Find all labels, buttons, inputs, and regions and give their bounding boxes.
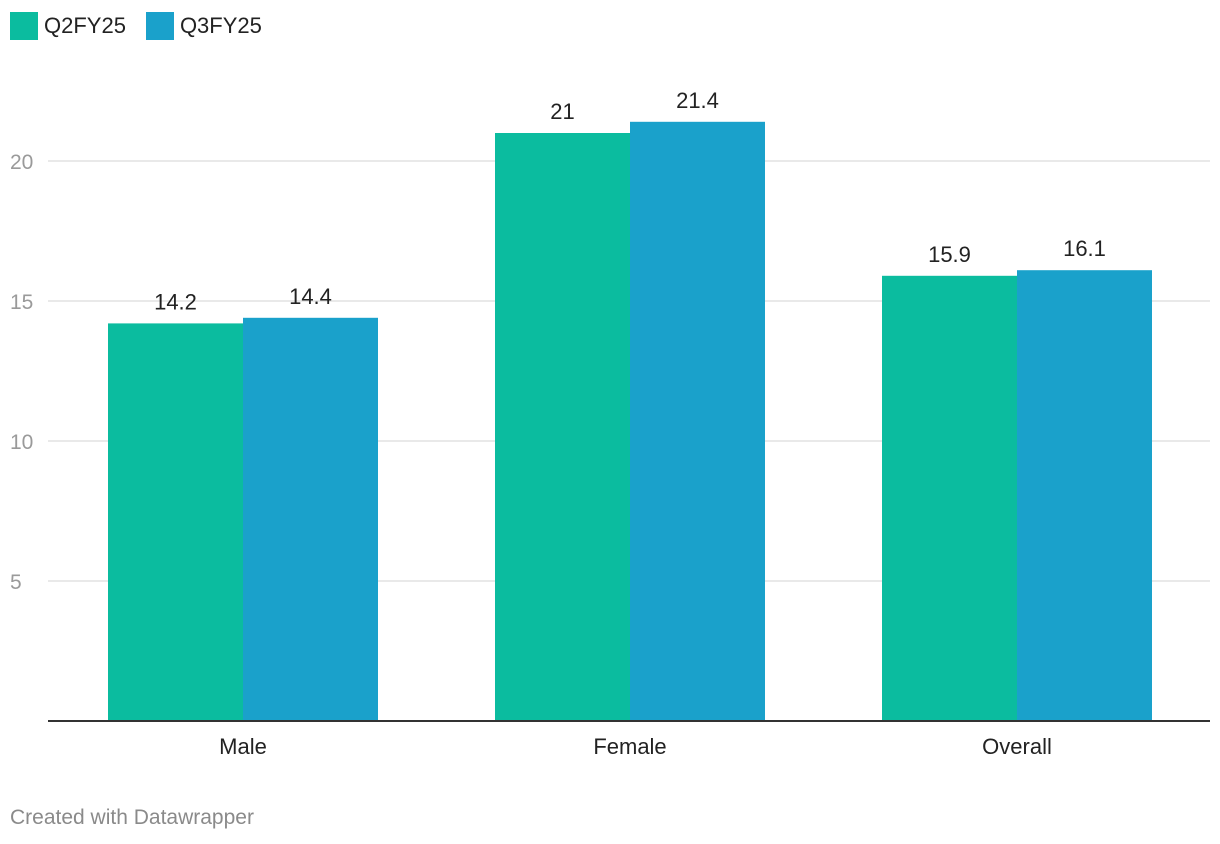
- legend-label: Q2FY25: [44, 13, 126, 38]
- y-tick-label: 5: [10, 571, 22, 594]
- bar: [882, 275, 1017, 721]
- bar: [243, 317, 378, 721]
- credit-text: Created with Datawrapper: [10, 806, 254, 829]
- x-tick-label: Female: [593, 734, 666, 759]
- data-label: 21.4: [676, 88, 719, 113]
- bar: [630, 121, 765, 722]
- legend-swatch: [10, 12, 38, 40]
- x-tick-label: Overall: [982, 734, 1052, 759]
- chart-legend: Q2FY25 Q3FY25: [10, 12, 262, 40]
- x-tick-label: Male: [219, 734, 267, 759]
- legend-swatch: [145, 12, 174, 40]
- data-label: 16.1: [1063, 236, 1106, 261]
- data-label: 21: [550, 99, 574, 124]
- bar: [108, 323, 243, 721]
- legend-label: Q3FY25: [179, 13, 262, 38]
- legend-item: Q3FY25: [145, 12, 262, 40]
- legend-item: Q2FY25: [10, 12, 126, 40]
- y-tick-label: 10: [10, 431, 33, 454]
- bar: [1017, 270, 1152, 721]
- data-label: 15.9: [928, 242, 971, 267]
- y-tick-label: 15: [10, 291, 33, 314]
- y-tick-label: 20: [10, 151, 33, 174]
- data-label: 14.4: [289, 284, 332, 309]
- bar: [495, 133, 630, 721]
- data-label: 14.2: [154, 289, 197, 314]
